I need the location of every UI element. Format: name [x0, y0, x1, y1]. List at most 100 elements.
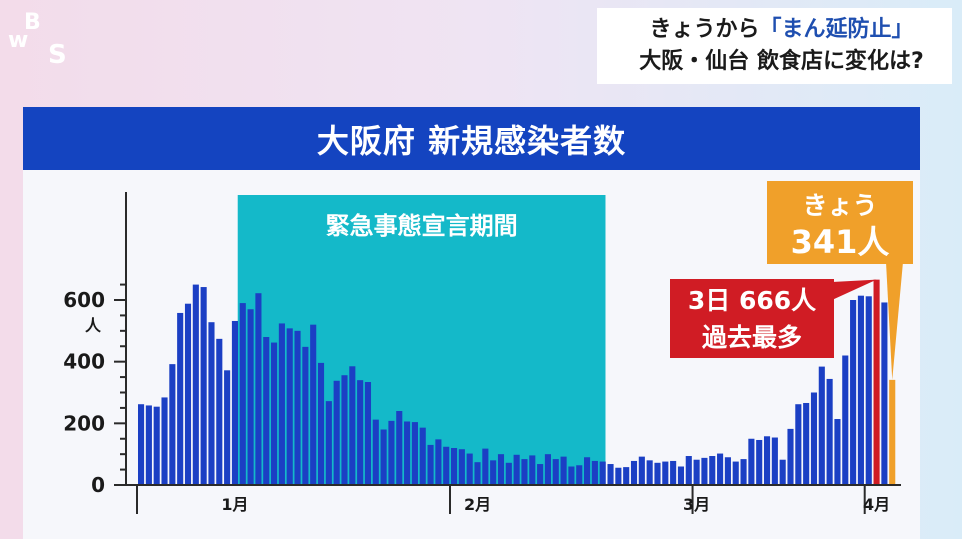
bar [709, 456, 716, 485]
bar [388, 420, 395, 485]
bar [881, 302, 888, 485]
bar [208, 322, 215, 485]
bar [333, 380, 340, 485]
bar [271, 342, 278, 485]
bar [568, 466, 575, 485]
bar [450, 448, 458, 485]
bar [842, 355, 849, 485]
bar [255, 293, 262, 485]
chart-title: 大阪府 新規感染者数 [23, 107, 920, 170]
bar [411, 422, 418, 485]
bar [404, 421, 411, 485]
bar [239, 303, 246, 485]
bar [419, 427, 426, 485]
x-month-label: 4月 [863, 495, 890, 514]
bar [615, 467, 622, 485]
today-callout-line1: きょう [802, 191, 877, 220]
bar [779, 459, 786, 485]
bar [435, 439, 442, 485]
bar [630, 460, 638, 485]
bar [349, 366, 356, 485]
bar [497, 454, 505, 485]
bar [317, 362, 325, 485]
bar [521, 459, 528, 485]
bar [396, 411, 403, 485]
bar [458, 449, 465, 485]
bar [740, 459, 747, 485]
bar [756, 439, 763, 485]
y-tick-label: 400 [63, 350, 105, 374]
y-axis-unit: 人 [85, 316, 102, 335]
x-month-label: 1月 [221, 495, 248, 514]
bar [544, 454, 551, 485]
bar [247, 309, 254, 485]
bar [771, 437, 778, 485]
bar [638, 456, 645, 485]
bar [192, 284, 199, 485]
today-callout-box [767, 181, 913, 264]
bar [169, 364, 176, 485]
bar [161, 397, 168, 485]
headline-line1: きょうから「まん延防止」 [649, 17, 914, 42]
bar [138, 404, 145, 485]
wbs-logo: w B S [8, 10, 67, 70]
bar [380, 429, 387, 485]
bar [850, 300, 857, 485]
bar [654, 462, 661, 485]
bar [646, 460, 653, 485]
bar [763, 436, 771, 485]
bar [310, 324, 317, 485]
bar [302, 346, 309, 485]
bar [670, 460, 677, 485]
bar [231, 320, 239, 485]
bar [184, 303, 192, 485]
bar [364, 382, 372, 485]
bar [826, 378, 833, 485]
record-callout-line1: 3日 666人 [688, 286, 816, 315]
bar [286, 328, 293, 485]
bar [216, 338, 223, 485]
bar [607, 464, 614, 485]
bar [200, 287, 207, 485]
bar [177, 312, 184, 485]
bar [818, 366, 825, 485]
bar [787, 428, 794, 485]
bar [834, 419, 841, 485]
bar [294, 330, 301, 485]
bar [505, 462, 512, 485]
bar [865, 296, 872, 485]
bar [803, 402, 810, 485]
bar [372, 419, 379, 485]
emergency-period-label: 緊急事態宣言期間 [326, 212, 518, 240]
bar [325, 401, 332, 485]
bar [560, 456, 567, 485]
bar [584, 457, 591, 485]
bar [685, 456, 692, 485]
bar [552, 459, 559, 485]
bar [857, 295, 864, 485]
bar [537, 464, 544, 485]
bar [529, 455, 536, 485]
bar [482, 448, 489, 485]
bar [490, 460, 497, 485]
y-tick-label: 600 [63, 288, 105, 312]
bar [873, 279, 880, 485]
bar [748, 438, 755, 485]
headline-box: きょうから「まん延防止」 大阪・仙台 飲食店に変化は? [597, 8, 952, 84]
bar [278, 323, 285, 485]
bar [591, 460, 598, 485]
bar [513, 454, 520, 485]
headline-highlight: 「まん延防止」 [759, 17, 914, 42]
bar [732, 461, 739, 485]
bar [693, 459, 700, 485]
y-tick-label: 200 [63, 411, 105, 435]
bar [474, 462, 481, 485]
y-tick-label: 0 [91, 473, 105, 497]
x-month-label: 2月 [464, 495, 491, 514]
bar [263, 337, 270, 485]
bar [724, 457, 731, 485]
today-callout-pointer [886, 262, 903, 380]
x-month-label: 3月 [683, 495, 710, 514]
bar [662, 461, 669, 485]
